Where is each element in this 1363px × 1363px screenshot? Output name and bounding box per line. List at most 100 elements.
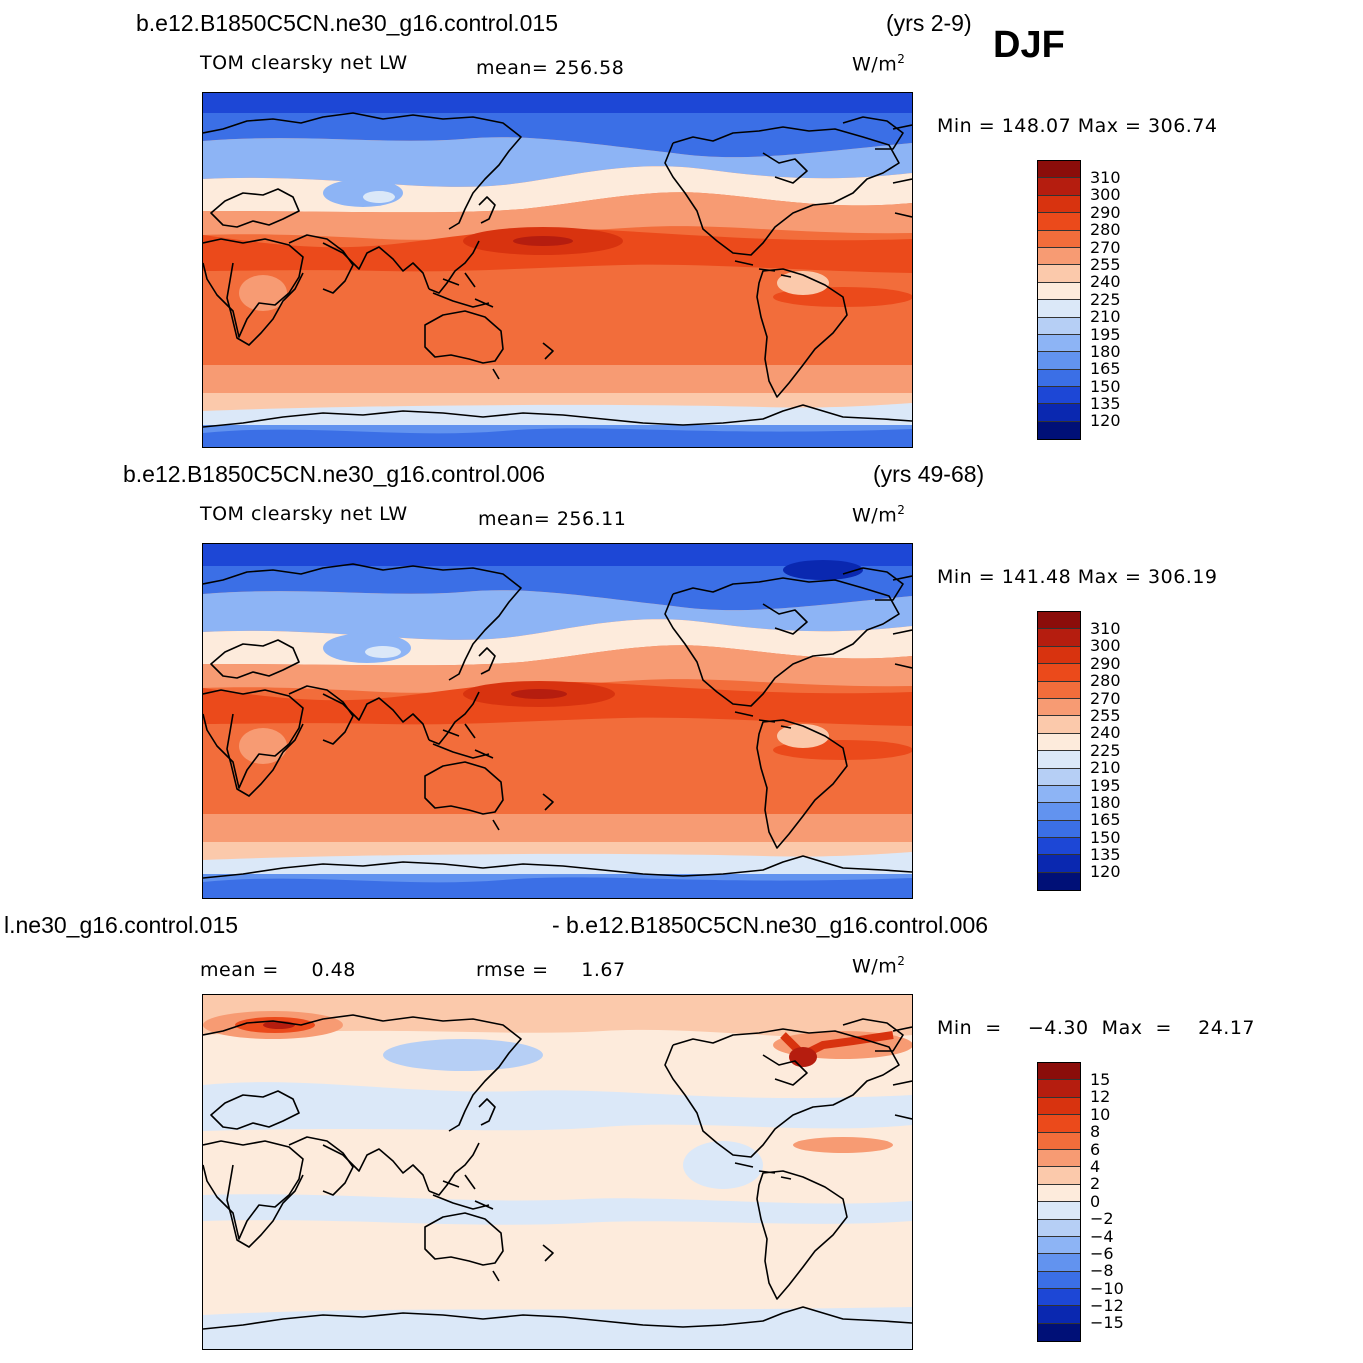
panel2-cbar-swatch	[1038, 698, 1080, 717]
cbar-tick-label: −12	[1090, 1296, 1124, 1316]
panel2-cbar-swatch	[1038, 733, 1080, 752]
panel3-minmax: Min = −4.30 Max = 24.17	[937, 1017, 1256, 1039]
panel1-cbar-swatch	[1038, 265, 1080, 283]
panel2-variable: TOM clearsky net LW	[200, 503, 408, 525]
panel3-case-left: l.ne30_g16.control.015	[4, 912, 239, 938]
panel3-units: W/m2	[852, 954, 906, 978]
panel3-cbar-swatch	[1038, 1167, 1080, 1185]
panel2-field	[203, 544, 912, 898]
panel2-units: W/m2	[852, 503, 906, 527]
panel3-cbar-swatch	[1038, 1236, 1080, 1255]
panel2-cbar-swatch	[1038, 855, 1080, 873]
cbar-tick-label: 150	[1090, 376, 1121, 396]
cbar-tick-label: 6	[1090, 1139, 1101, 1159]
cbar-tick-label: 270	[1090, 688, 1121, 708]
cbar-tick-label: 180	[1090, 341, 1121, 361]
cbar-tick-label: 195	[1090, 775, 1121, 795]
cbar-tick-label: 225	[1090, 289, 1121, 309]
panel1-cbar-swatch	[1038, 213, 1080, 231]
panel3-cbar-swatch	[1038, 1289, 1080, 1307]
cbar-tick-label: 135	[1090, 394, 1121, 414]
cbar-tick-label: 280	[1090, 671, 1121, 691]
panel2-colorbar-labels: 310 300 290 280 270 255 240 225 210 195 …	[1090, 620, 1121, 881]
cbar-tick-label: 280	[1090, 220, 1121, 240]
panel3-cbar-swatch	[1038, 1202, 1080, 1220]
cbar-tick-label: 120	[1090, 411, 1121, 431]
panel1-map	[202, 92, 913, 448]
panel2-cbar-swatch	[1038, 646, 1080, 665]
panel3-cbar-swatch	[1038, 1184, 1080, 1203]
panel1-variable: TOM clearsky net LW	[200, 52, 408, 74]
cbar-tick-label: 165	[1090, 810, 1121, 830]
panel2-cbar-swatch	[1038, 664, 1080, 682]
cbar-tick-label: 2	[1090, 1174, 1101, 1194]
cbar-tick-label: 225	[1090, 740, 1121, 760]
panel2-cbar-swatch	[1038, 681, 1080, 699]
cbar-tick-label: 120	[1090, 862, 1121, 882]
cbar-tick-label: 15	[1090, 1070, 1111, 1089]
panel1-cbar-swatch	[1038, 230, 1080, 248]
cbar-tick-label: 300	[1090, 185, 1121, 205]
panel3-map	[202, 994, 913, 1350]
cbar-tick-label: 195	[1090, 324, 1121, 344]
cbar-tick-label: 240	[1090, 272, 1121, 292]
cbar-tick-label: 310	[1090, 168, 1121, 187]
panel1-cbar-swatch	[1038, 178, 1080, 196]
panel1-cbar-swatch	[1038, 334, 1080, 353]
panel1-cbar-swatch	[1038, 369, 1080, 388]
cbar-tick-label: 4	[1090, 1156, 1101, 1176]
panel1-cbar-swatch	[1038, 195, 1080, 214]
panel2-mean: mean= 256.11	[478, 508, 627, 530]
panel2-cbar-swatch	[1038, 872, 1080, 891]
panel1-cbar-swatch	[1038, 317, 1080, 335]
cbar-tick-label: 270	[1090, 237, 1121, 257]
panel1-cbar-swatch	[1038, 300, 1080, 318]
panel3-cbar-swatch	[1038, 1132, 1080, 1150]
panel2-cbar-swatch	[1038, 838, 1080, 856]
panel1-cbar-swatch	[1038, 161, 1080, 179]
panel1-field	[203, 93, 912, 447]
cbar-tick-label: 0	[1090, 1191, 1101, 1211]
panel2-cbar-swatch	[1038, 768, 1080, 786]
cbar-tick-label: 255	[1090, 705, 1121, 725]
panel1-colorbar-labels: 310 300 290 280 270 255 240 225 210 195 …	[1090, 169, 1121, 430]
panel2-cbar-swatch	[1038, 820, 1080, 839]
panel3-cbar-swatch	[1038, 1097, 1080, 1116]
cbar-tick-label: 12	[1090, 1087, 1111, 1107]
panel1-cbar-swatch	[1038, 404, 1080, 422]
panel3-cbar-swatch	[1038, 1080, 1080, 1098]
cbar-tick-label: 290	[1090, 202, 1121, 222]
panel3-cbar-swatch	[1038, 1271, 1080, 1290]
cbar-tick-label: −8	[1090, 1261, 1114, 1281]
cbar-tick-label: −2	[1090, 1209, 1114, 1229]
panel2-cbar-swatch	[1038, 751, 1080, 769]
panel2-cbar-swatch	[1038, 785, 1080, 804]
panel2-minmax: Min = 141.48 Max = 306.19	[937, 566, 1218, 588]
cbar-tick-label: −6	[1090, 1243, 1114, 1263]
cbar-tick-label: 210	[1090, 758, 1121, 778]
panel2-map	[202, 543, 913, 899]
panel1-cbar-swatch	[1038, 247, 1080, 266]
panel3-cbar-swatch	[1038, 1149, 1080, 1168]
panel1-case-title: b.e12.B1850C5CN.ne30_g16.control.015	[136, 10, 558, 36]
panel1-years: (yrs 2-9)	[886, 10, 972, 36]
panel3-cbar-swatch	[1038, 1323, 1080, 1342]
cbar-tick-label: 290	[1090, 653, 1121, 673]
panel3-colorbar	[1037, 1062, 1081, 1343]
cbar-tick-label: 8	[1090, 1122, 1101, 1142]
cbar-tick-label: 135	[1090, 845, 1121, 865]
panel3-cbar-swatch	[1038, 1306, 1080, 1324]
panel1-units: W/m2	[852, 52, 906, 76]
panel3-field	[203, 995, 912, 1349]
panel2-case-title: b.e12.B1850C5CN.ne30_g16.control.006	[123, 461, 545, 487]
panel2-years: (yrs 49-68)	[873, 461, 985, 487]
panel3-cbar-swatch	[1038, 1115, 1080, 1133]
panel1-colorbar	[1037, 160, 1081, 441]
panel3-case-right: - b.e12.B1850C5CN.ne30_g16.control.006	[552, 912, 989, 938]
cbar-tick-label: −15	[1090, 1313, 1124, 1333]
panel2-cbar-swatch	[1038, 716, 1080, 734]
cbar-tick-label: 150	[1090, 827, 1121, 847]
cbar-tick-label: 10	[1090, 1104, 1111, 1124]
cbar-tick-label: 300	[1090, 636, 1121, 656]
panel3-colorbar-labels: 15 12 10 8 6 4 2 0 −2 −4 −6 −8 −10 −12 −…	[1090, 1071, 1124, 1332]
